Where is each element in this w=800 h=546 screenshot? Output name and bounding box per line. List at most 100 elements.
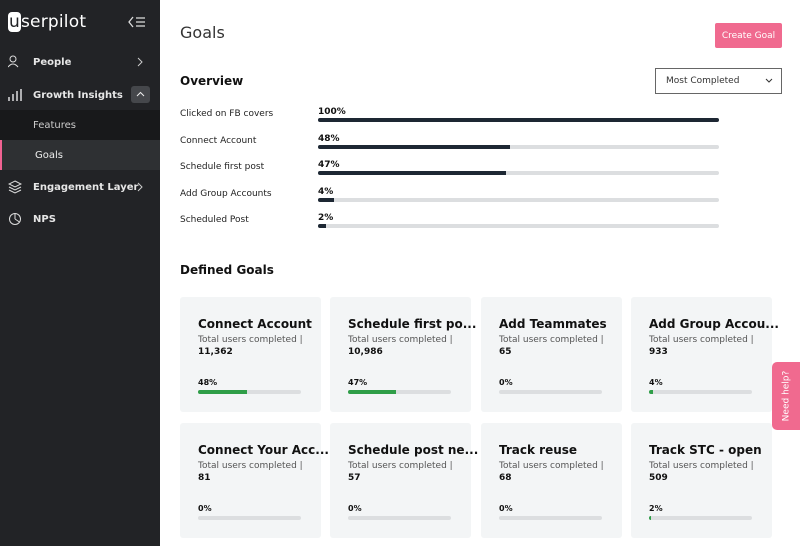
goal-count: 11,362: [198, 347, 233, 357]
goal-subtitle: Total users completed |: [499, 335, 604, 345]
progress-track: [348, 516, 451, 520]
dropdown-value: Most Completed: [666, 76, 740, 86]
row-percent: 48%: [318, 133, 340, 144]
help-label: Need help?: [781, 370, 791, 422]
progress-track: [198, 390, 301, 394]
goal-name: Schedule post ne...: [348, 443, 479, 457]
nav-label: Features: [33, 119, 76, 131]
layers-icon: [8, 180, 22, 194]
progress-fill: [649, 390, 654, 394]
section-title: Defined Goals: [180, 263, 274, 277]
progress-fill: [198, 390, 248, 394]
goal-card[interactable]: Track reuse Total users completed | 68 0%: [481, 423, 622, 538]
goal-count: 57: [348, 473, 361, 483]
progress-fill: [318, 118, 719, 122]
goal-count: 68: [499, 473, 512, 483]
chevron: [137, 182, 143, 192]
goal-card[interactable]: Connect Your Acc... Total users completed…: [180, 423, 329, 538]
row-label: Connect Account: [180, 135, 257, 146]
people-icon: [8, 55, 19, 68]
progress-fill: [318, 224, 327, 229]
goal-card[interactable]: Schedule post ne... Total users completed…: [330, 423, 478, 538]
insights-icon: [8, 89, 22, 101]
goal-count: 81: [198, 473, 211, 483]
goal-percent: 2%: [649, 504, 663, 513]
section-title: Overview: [180, 74, 244, 88]
goal-name: Schedule first po...: [348, 317, 477, 331]
row-label: Add Group Accounts: [180, 188, 272, 199]
goal-name: Track STC - open: [649, 443, 762, 457]
nav-label: NPS: [33, 213, 56, 225]
goal-subtitle: Total users completed |: [198, 461, 303, 471]
goal-subtitle: Total users completed |: [649, 461, 754, 471]
goal-name: Connect Your Acc...: [198, 443, 329, 457]
goal-name: Add Teammates: [499, 317, 607, 331]
progress-track: [499, 390, 602, 394]
goal-percent: 0%: [499, 504, 513, 513]
goal-count: 65: [499, 347, 512, 357]
goal-card[interactable]: Add Group Accou... Total users completed …: [631, 297, 779, 412]
sidebar: userpilot People Growth Insights Feature…: [0, 0, 160, 546]
nav-label: People: [33, 56, 72, 68]
goal-subtitle: Total users completed |: [649, 335, 754, 345]
goal-percent: 0%: [499, 378, 513, 387]
expand-toggle[interactable]: [131, 86, 150, 103]
progress-track: [348, 390, 451, 394]
progress-track: [318, 224, 719, 229]
row-percent: 47%: [318, 160, 340, 171]
nav-features[interactable]: Features: [0, 110, 160, 140]
progress-fill: [348, 390, 397, 394]
logo[interactable]: userpilot: [9, 12, 87, 32]
progress-track: [318, 144, 719, 149]
row-percent: 100%: [318, 107, 346, 117]
progress-track: [318, 171, 719, 176]
chevron: [137, 57, 143, 67]
goal-name: Track reuse: [499, 443, 578, 457]
goal-percent: 4%: [649, 378, 663, 387]
progress-fill: [318, 144, 511, 149]
nav-goals[interactable]: Goals: [0, 140, 160, 170]
goal-subtitle: Total users completed |: [499, 461, 604, 471]
goal-card[interactable]: Add Teammates Total users completed | 65 0%: [481, 297, 622, 412]
goal-card[interactable]: Track STC - open Total users completed | 5…: [631, 423, 772, 538]
create-goal-button[interactable]: Create Goal: [715, 23, 782, 48]
progress-fill: [649, 516, 652, 520]
goal-card[interactable]: Connect Account Total users completed | 11…: [180, 297, 321, 412]
nav-people[interactable]: People: [0, 47, 160, 77]
nav-label: Goals: [35, 149, 63, 161]
goal-name: Connect Account: [198, 317, 312, 331]
goal-card[interactable]: Schedule first po... Total users complete…: [330, 297, 476, 412]
progress-fill: [318, 171, 507, 176]
row-label: Scheduled Post: [180, 215, 249, 226]
goal-name: Add Group Accou...: [649, 317, 779, 331]
nav-label: Growth Insights: [33, 89, 123, 101]
progress-track: [318, 118, 719, 122]
main: Goals Create Goal Overview Most Complete…: [160, 0, 800, 546]
nps-icon: [9, 213, 21, 225]
progress-track: [318, 197, 719, 202]
progress-track: [649, 516, 752, 520]
nav-nps[interactable]: NPS: [0, 204, 160, 234]
goal-subtitle: Total users completed |: [348, 461, 453, 471]
help-tab[interactable]: Need help?: [772, 362, 800, 430]
nav-engagement-layer[interactable]: Engagement Layer: [0, 172, 160, 202]
row-label: Clicked on FB covers: [180, 109, 274, 119]
collapse-icon[interactable]: [128, 16, 146, 28]
progress-track: [649, 390, 752, 394]
goal-count: 933: [649, 347, 668, 357]
goal-count: 10,986: [348, 347, 383, 357]
goal-percent: 48%: [198, 378, 218, 387]
progress-track: [499, 516, 602, 520]
row-percent: 2%: [318, 213, 334, 224]
row-label: Schedule first post: [180, 162, 265, 173]
nav-growth-insights[interactable]: Growth Insights: [0, 80, 160, 110]
goal-subtitle: Total users completed |: [198, 335, 303, 345]
sort-dropdown[interactable]: Most Completed: [655, 68, 782, 94]
progress-fill: [318, 197, 335, 202]
row-percent: 4%: [318, 186, 334, 197]
progress-track: [198, 516, 301, 520]
goal-percent: 0%: [198, 504, 212, 513]
goal-percent: 0%: [348, 504, 362, 513]
goal-count: 509: [649, 473, 668, 483]
